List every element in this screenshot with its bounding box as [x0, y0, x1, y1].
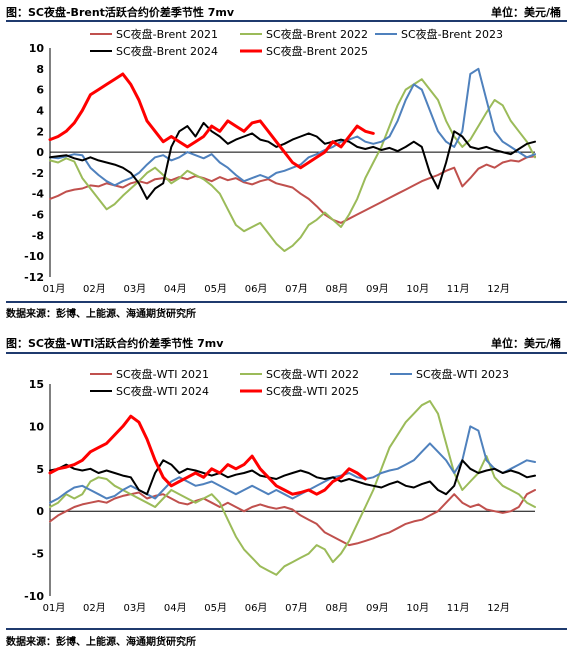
y-tick-label: 10	[29, 420, 45, 433]
chart-source: 数据来源：彭博、上能源、海通期货研究所	[6, 309, 196, 320]
legend-label: SC夜盘-Brent 2022	[266, 27, 368, 41]
series-line	[49, 67, 536, 187]
x-tick-label: 11月	[447, 283, 470, 295]
x-tick-label: 07月	[285, 283, 308, 295]
series-line	[49, 459, 536, 496]
y-tick-label: -8	[32, 229, 44, 242]
series-line	[48, 72, 375, 170]
x-tick-label: 02月	[83, 283, 106, 295]
x-tick-label: 09月	[366, 602, 389, 614]
y-tick-label: -10	[24, 250, 44, 263]
y-tick-label: 0	[36, 505, 44, 518]
chart-svg-wti: -10 -5 0 5 10 15 01月 02月 03月 04月 05月 06月 07月 08月 09月 10…	[24, 367, 536, 614]
x-tick-label: 02月	[83, 602, 106, 614]
y-tick-label: -2	[32, 167, 44, 180]
x-tick-label: 03月	[123, 283, 146, 295]
series-line	[49, 121, 536, 200]
legend-label: SC夜盘-WTI 2025	[266, 384, 359, 398]
y-tick-label: 15	[29, 378, 44, 391]
title-rule	[6, 20, 567, 22]
source-rule	[6, 301, 567, 303]
x-tick-label: 04月	[164, 283, 187, 295]
x-tick-label: 04月	[164, 602, 187, 614]
x-tick-label: 06月	[245, 602, 268, 614]
x-tick-label: 07月	[285, 602, 308, 614]
legend-label: SC夜盘-Brent 2025	[266, 44, 368, 58]
chart-unit: 单位：美元/桶	[490, 337, 561, 350]
chart-svg-brent: -12 -10 -8 -6 -4 -2 0 2 4 6 8 10 01月 02月 03月 04月 05月 06月 0…	[24, 27, 536, 295]
y-tick-label: 2	[36, 125, 44, 138]
x-tick-label: 10月	[406, 283, 429, 295]
chart-title: 图：SC夜盘-WTI活跃合约价差季节性 7mv	[6, 337, 224, 350]
chart-panel-brent: 图：SC夜盘-Brent活跃合约价差季节性 7mv 单位：美元/桶 -12 -10…	[0, 0, 573, 320]
y-tick-label: -6	[32, 209, 45, 222]
series-line	[49, 78, 536, 252]
legend-label: SC夜盘-WTI 2022	[266, 367, 359, 381]
legend-label: SC夜盘-Brent 2023	[401, 27, 503, 41]
series-line	[49, 155, 536, 224]
legend-label: SC夜盘-WTI 2024	[116, 384, 209, 398]
x-tick-label: 11月	[447, 602, 470, 614]
x-tick-label: 01月	[43, 283, 66, 295]
y-tick-label: -4	[32, 188, 45, 201]
x-tick-label: 12月	[487, 283, 510, 295]
x-tick-label: 09月	[366, 283, 389, 295]
x-tick-label: 05月	[204, 283, 227, 295]
y-tick-label: 4	[36, 104, 44, 117]
x-tick-label: 12月	[487, 602, 510, 614]
y-tick-label: 10	[29, 42, 45, 55]
x-tick-label: 08月	[326, 602, 349, 614]
x-tick-label: 08月	[326, 283, 349, 295]
legend-label: SC夜盘-Brent 2021	[116, 27, 218, 41]
source-rule	[6, 628, 567, 630]
chart-unit: 单位：美元/桶	[490, 6, 561, 19]
y-tick-label: -10	[24, 590, 44, 603]
legend-label: SC夜盘-WTI 2021	[116, 367, 209, 381]
title-rule	[6, 352, 567, 354]
y-tick-label: 6	[36, 84, 44, 97]
chart-source: 数据来源：彭博、上能源、海通期货研究所	[6, 637, 196, 648]
x-tick-label: 05月	[204, 602, 227, 614]
y-tick-label: -5	[32, 548, 44, 561]
y-tick-label: 0	[36, 146, 44, 159]
x-tick-label: 01月	[43, 602, 66, 614]
series-line	[48, 414, 367, 496]
x-tick-label: 03月	[123, 602, 146, 614]
chart-panel-wti: 图：SC夜盘-WTI活跃合约价差季节性 7mv 单位：美元/桶 -10 -5 0 5 1…	[0, 330, 573, 649]
y-tick-label: 8	[36, 63, 44, 76]
series-line	[49, 425, 536, 504]
x-tick-label: 06月	[245, 283, 268, 295]
legend-label: SC夜盘-Brent 2024	[116, 44, 218, 58]
y-tick-label: 5	[36, 463, 44, 476]
x-tick-label: 10月	[406, 602, 429, 614]
y-tick-label: -12	[24, 271, 44, 284]
chart-title: 图：SC夜盘-Brent活跃合约价差季节性 7mv	[6, 6, 235, 19]
legend-label: SC夜盘-WTI 2023	[416, 367, 509, 381]
